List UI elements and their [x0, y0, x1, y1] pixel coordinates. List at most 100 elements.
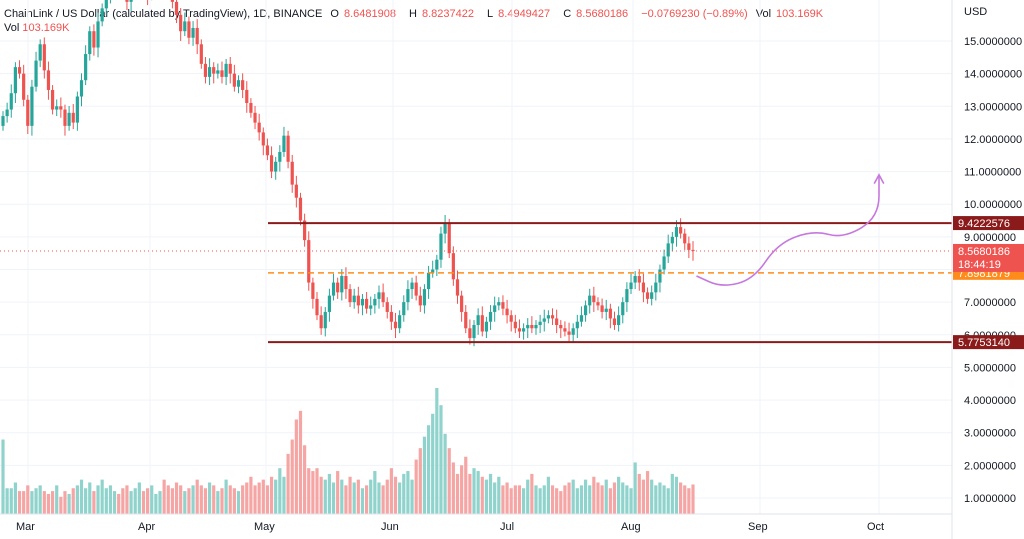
- volume-bar: [369, 479, 373, 514]
- volume-bar: [307, 468, 311, 514]
- candle: [344, 267, 348, 299]
- candle: [612, 311, 617, 330]
- projection-arrow[interactable]: [696, 173, 885, 286]
- volume-bar: [195, 479, 199, 514]
- volume-legend: Vol 103.169K: [4, 22, 69, 34]
- candle: [92, 24, 96, 56]
- open-label: O: [330, 8, 339, 20]
- candle: [245, 81, 249, 113]
- candle: [550, 308, 555, 325]
- x-tick-label: Mar: [16, 521, 35, 533]
- volume-bar: [488, 473, 493, 514]
- candle: [526, 318, 530, 339]
- volume-bar: [327, 473, 332, 514]
- candle: [662, 249, 666, 275]
- candle: [645, 287, 650, 304]
- volume-bar: [170, 488, 175, 514]
- y-tick-label: 2.0000000: [964, 460, 1016, 472]
- volume-bar: [253, 485, 257, 514]
- candle: [22, 64, 26, 107]
- x-tick-label: Jul: [500, 521, 514, 533]
- candle: [625, 282, 629, 312]
- y-tick-label: 14.0000000: [964, 69, 1022, 81]
- volume-bar: [319, 476, 323, 514]
- candle: [600, 298, 604, 319]
- volume-bar: [79, 479, 84, 514]
- volume-bar: [232, 488, 236, 514]
- candle: [203, 56, 208, 84]
- volume-bar: [530, 473, 534, 514]
- candle: [571, 323, 575, 343]
- volume-bar: [373, 471, 377, 514]
- y-tick-label: 4.0000000: [964, 395, 1016, 407]
- candle: [241, 73, 245, 99]
- candle: [212, 62, 216, 84]
- volume-bar: [311, 471, 315, 514]
- candle: [348, 284, 352, 308]
- volume-bar: [245, 482, 249, 514]
- candle: [513, 314, 517, 334]
- volume-bar: [290, 439, 294, 514]
- candle: [109, 0, 111, 4]
- candle: [650, 285, 654, 306]
- candle: [629, 273, 633, 294]
- volume-bar: [269, 476, 274, 514]
- volume-bar: [59, 496, 63, 514]
- volume-bar: [158, 491, 162, 514]
- volume-bar: [451, 462, 455, 514]
- volume-bar: [505, 482, 509, 514]
- volume-bar: [34, 488, 38, 514]
- volume-bar: [398, 482, 402, 514]
- candle: [633, 271, 637, 290]
- volume-bar: [220, 488, 224, 514]
- candle: [191, 21, 195, 46]
- candle: [439, 226, 443, 268]
- candle: [195, 19, 199, 55]
- volume-bar: [563, 485, 567, 514]
- candle: [451, 246, 455, 286]
- candle: [592, 286, 596, 312]
- horizontal-levels[interactable]: [0, 222, 952, 344]
- volume-bar: [71, 488, 75, 514]
- volume-bar: [125, 485, 129, 514]
- candle: [654, 273, 658, 301]
- volume-bar: [497, 476, 501, 514]
- volume-bar: [340, 479, 344, 514]
- y-tick-label: 10.0000000: [964, 199, 1022, 211]
- candle: [187, 16, 191, 45]
- volume-bar: [592, 476, 596, 514]
- candle: [79, 73, 84, 107]
- candle: [352, 288, 356, 309]
- volume-bar: [133, 488, 137, 514]
- candle: [385, 297, 389, 319]
- volume-bar: [472, 468, 476, 514]
- projection-path[interactable]: [696, 174, 880, 286]
- volume-bar: [191, 485, 195, 514]
- last-price-label: 8.5680186: [958, 246, 1010, 258]
- currency-label: USD: [964, 6, 987, 18]
- y-tick-label: 13.0000000: [964, 101, 1022, 113]
- volume-bar: [278, 468, 282, 514]
- candle: [666, 234, 670, 263]
- change-value: −0.0769230 (−0.89%): [641, 8, 748, 20]
- volume-bar: [521, 488, 526, 514]
- candlesticks: [1, 0, 695, 347]
- candle: [199, 39, 203, 69]
- volume-bar: [596, 482, 600, 514]
- volume-bar: [455, 473, 460, 514]
- y-tick-label: 12.0000000: [964, 134, 1022, 146]
- resistance-price-label: 9.4222576: [958, 218, 1010, 230]
- candle: [298, 192, 303, 226]
- candle: [455, 270, 460, 304]
- candle: [460, 290, 464, 322]
- volume-bar: [650, 479, 654, 514]
- volume-bar: [406, 471, 410, 514]
- candle: [232, 64, 236, 92]
- last-price-tag: [953, 243, 1024, 272]
- candle: [261, 127, 265, 156]
- candle: [5, 102, 9, 123]
- candle: [46, 61, 51, 100]
- volume-bar: [546, 476, 550, 514]
- symbol-label[interactable]: ChainLink / US Dollar (calculated by Tra…: [4, 8, 323, 20]
